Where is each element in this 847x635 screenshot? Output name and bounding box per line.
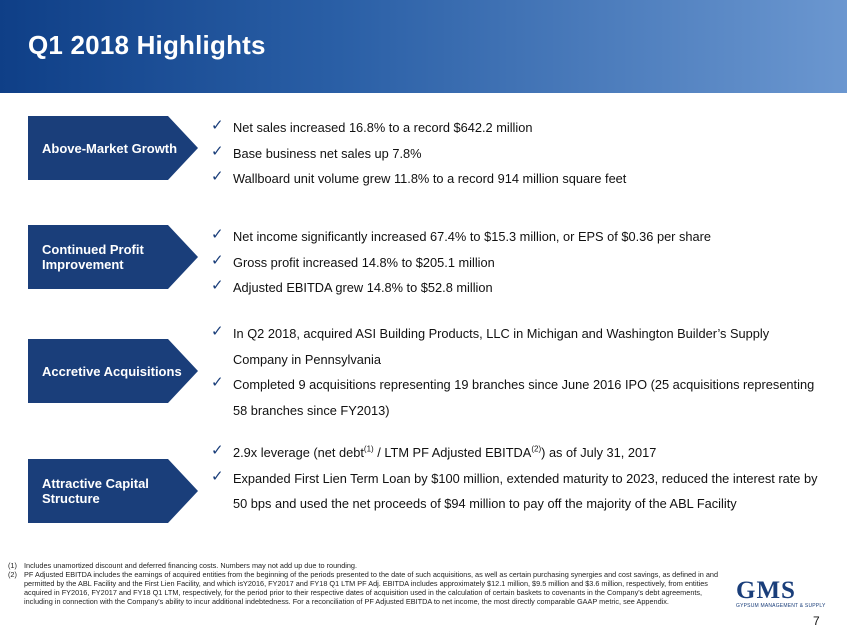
- check-icon: ✓: [211, 322, 224, 340]
- bullet-item: ✓ Net income significantly increased 67.4…: [207, 224, 827, 250]
- category-label: Attractive Capital Structure: [42, 476, 149, 506]
- bullet-list-profit: ✓ Net income significantly increased 67.4…: [207, 224, 827, 301]
- footnote: (1) Includes unamortized discount and def…: [8, 561, 358, 570]
- check-icon: ✓: [211, 276, 224, 294]
- category-arrow-continued-profit-improvement: Continued Profit Improvement: [28, 225, 198, 289]
- check-icon: ✓: [211, 466, 224, 485]
- bullet-item: ✓ Wallboard unit volume grew 11.8% to a r…: [207, 166, 827, 192]
- bullet-item: ✓ Base business net sales up 7.8%: [207, 141, 827, 167]
- check-icon: ✓: [211, 141, 224, 160]
- bullet-item: ✓ 2.9x leverage (net debt(1) / LTM PF Adj…: [207, 440, 827, 466]
- page-number: 7: [813, 614, 820, 628]
- category-label: Above-Market Growth: [42, 140, 178, 156]
- category-arrow-attractive-capital-structure: Attractive Capital Structure: [28, 459, 198, 523]
- footnotes: (1) Includes unamortized discount and def…: [8, 561, 728, 606]
- bullet-item: ✓ Completed 9 acquisitions representing 1…: [207, 372, 827, 423]
- check-icon: ✓: [211, 373, 224, 391]
- footnote: (2) PF Adjusted EBITDA includes the earni…: [8, 570, 719, 606]
- arrow-shape-icon: [28, 225, 198, 289]
- category-arrow-accretive-acquisitions: Accretive Acquisitions: [28, 339, 198, 403]
- header-banner: Q1 2018 Highlights: [0, 0, 847, 93]
- check-icon: ✓: [211, 225, 224, 243]
- bullet-item: ✓ In Q2 2018, acquired ASI Building Produ…: [207, 321, 827, 372]
- bullet-item: ✓ Net sales increased 16.8% to a record $…: [207, 115, 827, 141]
- bullet-list-capital: ✓ 2.9x leverage (net debt(1) / LTM PF Adj…: [207, 440, 827, 517]
- gms-logo: GMS GYPSUM MANAGEMENT & SUPPLY: [736, 577, 826, 610]
- bullet-list-growth: ✓ Net sales increased 16.8% to a record $…: [207, 115, 827, 192]
- category-label: Accretive Acquisitions: [42, 363, 182, 379]
- check-icon: ✓: [211, 250, 224, 269]
- logo-name: GMS: [736, 577, 796, 604]
- page-title: Q1 2018 Highlights: [28, 30, 266, 60]
- logo-tagline: GYPSUM MANAGEMENT & SUPPLY: [736, 603, 826, 609]
- bullet-list-acquisitions: ✓ In Q2 2018, acquired ASI Building Produ…: [207, 321, 827, 423]
- check-icon: ✓: [211, 116, 224, 134]
- bullet-item: ✓ Expanded First Lien Term Loan by $100 m…: [207, 466, 827, 517]
- bullet-item: ✓ Adjusted EBITDA grew 14.8% to $52.8 mil…: [207, 275, 827, 301]
- check-icon: ✓: [211, 167, 224, 185]
- check-icon: ✓: [211, 441, 224, 459]
- arrow-shape-icon: [28, 459, 198, 523]
- arrow-shape-icon: [28, 339, 198, 403]
- category-arrow-above-market-growth: Above-Market Growth: [28, 116, 198, 180]
- bullet-item: ✓ Gross profit increased 14.8% to $205.1 …: [207, 250, 827, 276]
- category-label: Continued Profit Improvement: [42, 242, 144, 272]
- arrow-shape-icon: [28, 116, 198, 180]
